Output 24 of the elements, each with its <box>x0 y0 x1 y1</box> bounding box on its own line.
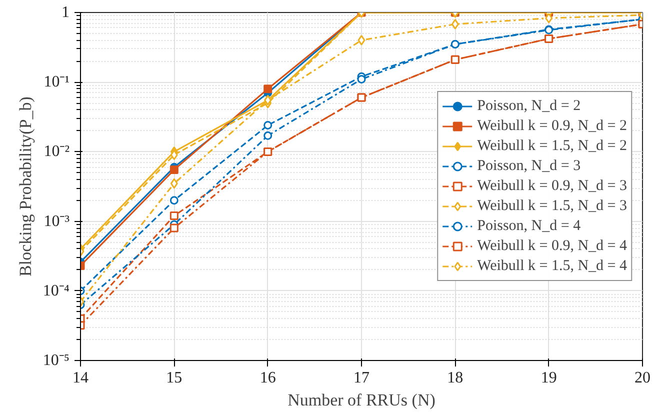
legend-label: Poisson, N_d = 3 <box>477 158 581 174</box>
legend-label: Weibull k = 0.9, N_d = 3 <box>477 178 627 194</box>
legend-label: Weibull k = 0.9, N_d = 2 <box>477 118 627 134</box>
y-tick-label: 10⁻³ <box>44 212 70 230</box>
legend-label: Poisson, N_d = 4 <box>477 218 581 234</box>
x-tick-label: 17 <box>354 370 370 386</box>
y-tick-label: 1 <box>62 4 70 21</box>
x-tick-label: 18 <box>447 370 464 386</box>
legend-label: Weibull k = 0.9, N_d = 4 <box>477 238 627 254</box>
y-tick-label: 10⁻⁵ <box>42 352 70 369</box>
x-tick-label: 16 <box>260 370 276 386</box>
x-tick-label: 14 <box>72 370 88 386</box>
legend-label: Weibull k = 1.5, N_d = 4 <box>477 258 627 274</box>
x-tick-label: 15 <box>166 370 182 386</box>
y-axis-title: Blocking Probability(P_b) <box>16 96 35 276</box>
legend-label: Weibull k = 1.5, N_d = 3 <box>477 198 627 214</box>
legend-label: Weibull k = 1.5, N_d = 2 <box>477 138 627 154</box>
x-tick-label: 19 <box>540 370 557 386</box>
y-tick-label: 10⁻¹ <box>44 74 70 91</box>
legend-label: Poisson, N_d = 2 <box>477 98 581 114</box>
x-axis-title: Number of RRUs (N) <box>288 390 436 410</box>
x-tick-label: 20 <box>634 370 650 386</box>
y-tick-label: 10⁻² <box>44 143 70 160</box>
y-tick-label: 10⁻⁴ <box>42 282 70 300</box>
